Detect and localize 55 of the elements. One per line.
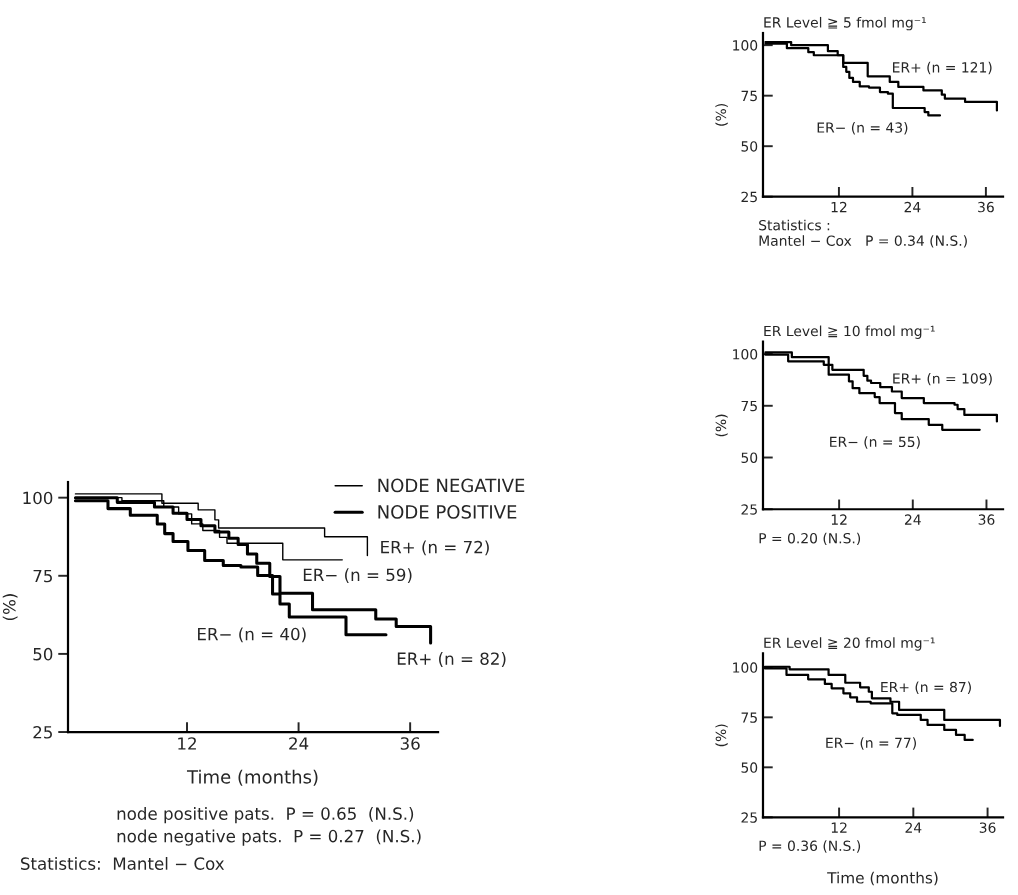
y-tick-label: 75 <box>33 569 52 583</box>
annotation: ER− (n = 59) <box>303 568 412 584</box>
annotation: ER+ (n = 72) <box>381 540 489 556</box>
x-tick-label: 36 <box>400 737 420 750</box>
annotation: ER+ (n = 109) <box>893 372 992 386</box>
y-axis-title: (%) <box>715 104 728 126</box>
x-tick-label: 12 <box>831 201 847 213</box>
y-tick-label: 50 <box>33 647 53 661</box>
y-tick-label: 75 <box>741 90 757 102</box>
annotation: ER− (n = 43) <box>817 122 908 135</box>
y-tick-label: 25 <box>741 812 757 823</box>
y-axis-title: (%) <box>715 724 728 747</box>
text: P = 0.20 (N.S.) <box>759 532 861 546</box>
y-tick-label: 100 <box>23 491 53 505</box>
x-axis-title: Time (months) <box>186 769 318 786</box>
y-axis-title: (%) <box>2 594 18 621</box>
y-tick-label: 75 <box>741 400 757 412</box>
annotation: ER+ (n = 87) <box>881 681 971 694</box>
y-axis-title: (%) <box>715 414 728 437</box>
text: Statistics: Mantel − Cox <box>21 857 225 870</box>
text: node negative pats. P = 0.27 (N.S.) <box>117 829 421 846</box>
text: node positive pats. P = 0.65 (N.S.) <box>117 807 414 824</box>
x-tick-label: 12 <box>831 514 847 525</box>
annotation: ER− (n = 55) <box>830 436 920 449</box>
y-tick-label: 100 <box>733 662 758 673</box>
text: Statistics : Mantel − Cox P = 0.34 (N.S.) <box>759 219 967 248</box>
x-tick-label: 24 <box>904 201 921 213</box>
text: P = 0.36 (N.S.) <box>759 840 861 853</box>
y-tick-label: 25 <box>741 504 757 515</box>
legend-label: NODE NEGATIVE <box>378 478 525 493</box>
annotation: ER+ (n = 121) <box>893 61 992 75</box>
x-tick-label: 24 <box>904 514 921 525</box>
x-tick-label: 24 <box>289 737 309 750</box>
chart-title: ER Level ≧ 10 fmol mg⁻¹ <box>764 325 935 339</box>
y-tick-label: 50 <box>741 141 758 152</box>
y-tick-label: 25 <box>33 725 52 739</box>
x-tick-label: 24 <box>905 822 922 833</box>
x-axis-title: Time (months) <box>827 871 938 886</box>
y-tick-label: 25 <box>741 191 757 203</box>
y-tick-label: 100 <box>733 40 758 51</box>
y-tick-label: 50 <box>741 452 758 463</box>
chart-title: ER Level ≧ 20 fmol mg⁻¹ <box>764 637 935 651</box>
y-tick-label: 100 <box>733 349 758 360</box>
x-tick-label: 12 <box>831 822 847 833</box>
annotation: ER− (n = 77) <box>826 737 916 750</box>
x-tick-label: 36 <box>978 514 995 525</box>
chart-title: ER Level ≧ 5 fmol mg⁻¹ <box>764 16 926 31</box>
legend-label: NODE POSITIVE <box>378 505 517 519</box>
annotation: ER− (n = 40) <box>198 627 306 643</box>
annotation: ER+ (n = 82) <box>397 652 506 667</box>
x-tick-label: 36 <box>978 201 994 213</box>
y-tick-label: 75 <box>741 712 757 723</box>
y-tick-label: 50 <box>741 762 758 773</box>
x-tick-label: 36 <box>979 822 996 833</box>
x-tick-label: 12 <box>178 737 196 750</box>
